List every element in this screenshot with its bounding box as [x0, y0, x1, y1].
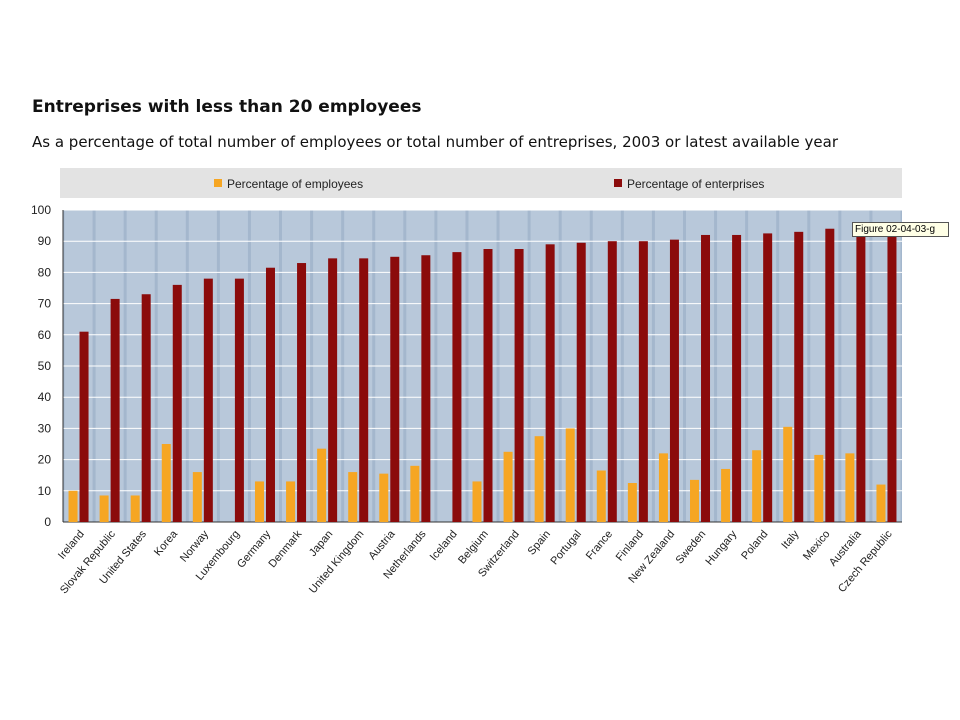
bar-employees	[596, 470, 606, 522]
bar-employees	[503, 451, 513, 522]
bar-employees	[99, 495, 109, 522]
y-tick-label: 40	[38, 390, 52, 404]
x-tick-label: United Kingdom	[307, 528, 367, 596]
chart-title: Entreprises with less than 20 employees	[32, 97, 422, 117]
bar-enterprises	[79, 331, 89, 522]
bar-enterprises	[732, 234, 742, 522]
y-tick-label: 90	[38, 234, 52, 248]
bar-enterprises	[856, 228, 866, 522]
bar-enterprises	[794, 231, 804, 522]
bar-employees	[379, 473, 389, 522]
bar-employees	[254, 481, 264, 522]
bar-employees	[68, 490, 78, 522]
x-tick-label: Mexico	[801, 528, 833, 562]
y-tick-label: 20	[38, 453, 52, 467]
x-tick-label: Slovak Republic	[58, 528, 118, 597]
bar-employees	[286, 481, 296, 522]
legend-swatch-employees	[214, 179, 222, 187]
bar-enterprises	[887, 228, 897, 522]
bar-enterprises	[701, 234, 711, 522]
legend-label-enterprises: Percentage of enterprises	[627, 177, 764, 191]
bar-employees	[317, 448, 327, 522]
y-tick-label: 50	[38, 359, 52, 373]
y-tick-label: 30	[38, 421, 52, 435]
bar-enterprises	[638, 241, 648, 522]
bar-enterprises	[203, 278, 213, 522]
bar-employees	[814, 454, 824, 522]
bar-employees	[627, 483, 637, 522]
x-tick-label: Austria	[366, 528, 398, 563]
bar-enterprises	[483, 249, 493, 522]
x-tick-label: Iceland	[428, 528, 460, 563]
x-tick-label: Italy	[779, 528, 801, 552]
x-tick-label: Ireland	[56, 528, 87, 561]
x-tick-label: France	[584, 528, 615, 562]
x-tick-label: Finland	[614, 528, 646, 563]
bar-employees	[752, 450, 762, 522]
bar-employees	[876, 484, 886, 522]
bar-employees	[130, 495, 140, 522]
bar-employees	[845, 453, 855, 522]
bar-employees	[783, 426, 793, 522]
legend-label-employees: Percentage of employees	[227, 177, 363, 191]
y-tick-label: 80	[38, 265, 52, 279]
bar-employees	[721, 468, 731, 522]
figure-tooltip: Figure 02-04-03-g	[852, 222, 949, 237]
bar-employees	[192, 472, 202, 522]
y-tick-label: 60	[38, 328, 52, 342]
x-tick-label: Spain	[526, 528, 553, 557]
bar-enterprises	[669, 239, 679, 522]
bar-enterprises	[141, 294, 151, 522]
x-tick-label: Czech Republic	[836, 528, 895, 595]
bar-employees	[534, 436, 544, 522]
bar-employees	[690, 479, 700, 522]
bar-enterprises	[172, 284, 182, 522]
bar-employees	[565, 428, 575, 522]
bar-enterprises	[452, 252, 462, 522]
bar-enterprises	[359, 258, 369, 522]
bar-enterprises	[421, 255, 431, 523]
bar-employees	[658, 453, 668, 522]
bar-employees	[348, 472, 358, 522]
bar-enterprises	[297, 263, 307, 522]
bar-enterprises	[763, 233, 773, 522]
bar-enterprises	[607, 241, 617, 522]
bar-employees	[410, 465, 420, 522]
y-tick-label: 70	[38, 297, 52, 311]
x-tick-label: Hungary	[703, 528, 739, 568]
legend-background	[60, 168, 902, 198]
chart-subtitle: As a percentage of total number of emplo…	[32, 133, 838, 151]
bar-enterprises	[545, 244, 555, 522]
bar-enterprises	[825, 228, 835, 522]
bar-employees	[472, 481, 482, 522]
bar-enterprises	[265, 267, 275, 522]
y-tick-label: 10	[38, 484, 52, 498]
bar-enterprises	[234, 278, 244, 522]
x-tick-label: Japan	[307, 528, 335, 559]
x-tick-label: Poland	[739, 528, 770, 562]
bar-enterprises	[514, 249, 524, 522]
bar-enterprises	[576, 242, 586, 522]
x-tick-label: Portugal	[548, 528, 584, 567]
bar-enterprises	[110, 298, 120, 522]
bar-enterprises	[390, 256, 400, 522]
y-tick-label: 0	[44, 515, 51, 529]
bar-employees	[161, 444, 171, 522]
x-tick-label: Denmark	[266, 528, 304, 570]
bar-enterprises	[328, 258, 338, 522]
x-tick-label: Korea	[152, 528, 181, 559]
legend-swatch-enterprises	[614, 179, 622, 187]
y-tick-label: 100	[31, 203, 51, 217]
